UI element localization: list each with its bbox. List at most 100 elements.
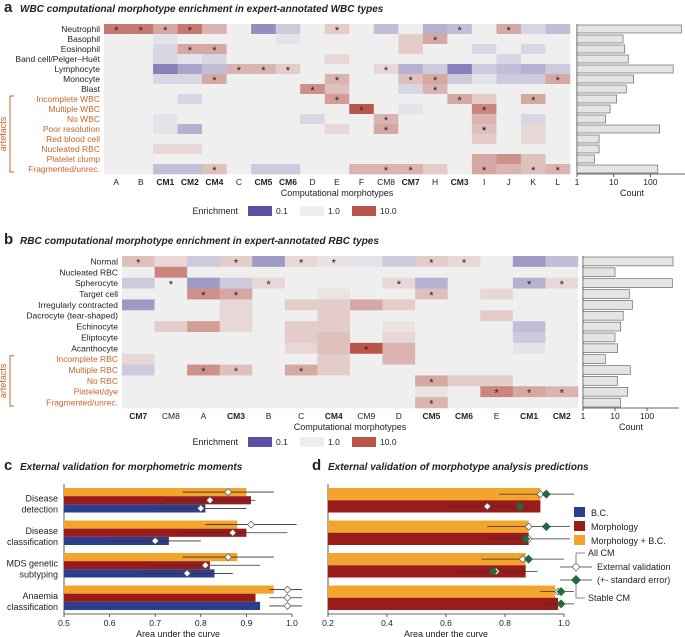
x-tick-label: 0.7 [149, 618, 161, 628]
heat-cell [349, 104, 375, 115]
significance-star: * [560, 388, 565, 400]
heat-cell [202, 124, 227, 135]
heat-cell [373, 54, 399, 65]
heat-cell [300, 64, 326, 75]
significance-star: * [139, 25, 144, 37]
row-label: No RBC [87, 376, 118, 386]
heat-cell [300, 24, 326, 35]
heat-cell [480, 288, 514, 300]
count-bar [582, 267, 616, 278]
significance-star: * [169, 279, 174, 291]
col-label: CM5 [254, 177, 272, 187]
heat-cell [219, 353, 253, 365]
heat-cell [447, 134, 473, 145]
heat-cell [545, 386, 579, 398]
heat-cell [226, 74, 252, 85]
heat-cell [154, 386, 188, 398]
heat-cell [415, 397, 449, 409]
heat-cell [153, 74, 178, 85]
artefact-bracket [9, 95, 14, 173]
heat-cell [447, 24, 473, 35]
heat-cell [447, 321, 481, 333]
heat-cell [496, 154, 522, 165]
heat-cell [252, 364, 286, 376]
row-label: Platelet/dye [74, 387, 119, 397]
heat-cell [187, 397, 221, 409]
heat-cell [284, 277, 318, 289]
row-label: No WBC [67, 114, 100, 124]
heat-cell [252, 256, 286, 268]
significance-star: * [408, 165, 413, 177]
heat-cell [447, 256, 481, 268]
heat-cell [128, 94, 154, 105]
heat-cell [415, 342, 449, 355]
heat-cell [422, 74, 448, 85]
heat-cell [122, 288, 155, 300]
row-label: Irregularly contracted [38, 300, 118, 310]
bar [64, 585, 274, 594]
heat-cell [382, 332, 416, 344]
heat-cell [422, 144, 448, 155]
bar-panel-c: c External validation for morphometric mo… [4, 457, 302, 637]
significance-star: * [429, 377, 434, 389]
legend-swatch [574, 521, 585, 531]
heat-cell [104, 134, 129, 145]
heat-cell [545, 256, 579, 268]
enrichment-swatch [352, 206, 376, 216]
heat-cell [373, 124, 399, 135]
significance-star: * [266, 279, 271, 291]
bar [64, 569, 215, 578]
heat-cell [128, 84, 154, 95]
row-label: Acanthocyte [71, 343, 118, 353]
col-label: K [530, 177, 536, 187]
heat-cell [447, 277, 481, 289]
heat-cell [226, 24, 252, 35]
heat-cell [349, 44, 375, 55]
significance-star: * [384, 125, 389, 137]
bar [64, 561, 210, 570]
heat-cell [154, 353, 188, 365]
heat-cell [398, 164, 424, 175]
significance-star: * [234, 257, 239, 269]
heat-cell [251, 104, 276, 115]
heat-cell [349, 154, 375, 165]
heat-cell [177, 144, 203, 155]
heat-cell [324, 74, 350, 85]
heat-cell [447, 288, 481, 300]
heat-cell [275, 134, 301, 145]
category-label-line: Anaemia [22, 591, 58, 601]
heat-cell [496, 44, 522, 55]
external-validation-marker [283, 601, 292, 610]
heat-cell [447, 64, 473, 75]
heat-cell [415, 256, 449, 268]
heat-cell [512, 310, 546, 322]
heat-cell [317, 375, 351, 387]
bar [64, 593, 256, 602]
heat-cell [226, 134, 252, 145]
heat-cell [350, 342, 383, 355]
heat-cell [447, 44, 473, 55]
heat-cell [275, 54, 301, 65]
heat-cell [226, 164, 252, 175]
row-label: Nucleated RBC [41, 144, 100, 154]
heat-cell [122, 386, 155, 398]
heat-cell [496, 144, 522, 155]
heat-cell [545, 332, 579, 344]
heat-cell [422, 84, 448, 95]
heat-cell [251, 24, 276, 35]
heat-cell [349, 64, 375, 75]
significance-star: * [433, 35, 438, 47]
enrichment-tick: 1.0 [328, 437, 340, 447]
heat-cell [350, 277, 383, 289]
enrichment-swatch [248, 437, 272, 447]
count-bar [576, 24, 682, 34]
heat-cell [398, 84, 424, 95]
heat-cell [349, 74, 375, 85]
x-tick-label: 0.8 [195, 618, 207, 628]
heat-cell [153, 44, 178, 55]
x-tick-label: 0.8 [499, 618, 511, 628]
heat-cell [512, 277, 546, 289]
heat-cell [415, 288, 449, 300]
heat-cell [275, 84, 301, 95]
heat-cell [275, 34, 301, 45]
